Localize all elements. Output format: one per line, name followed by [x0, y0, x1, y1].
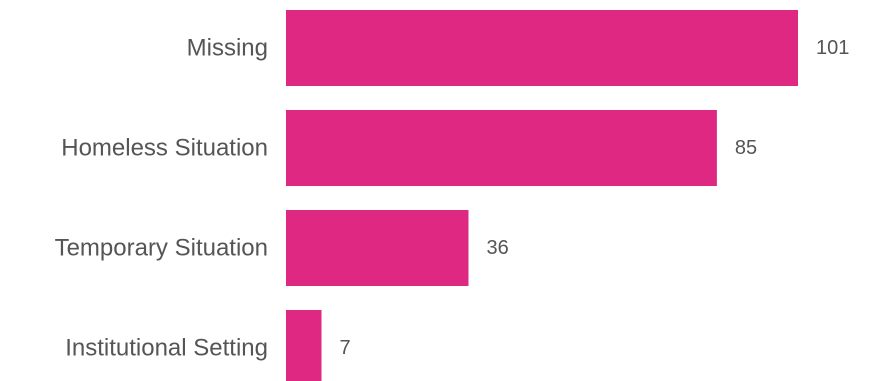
bar-missing: [286, 10, 798, 86]
bar-homeless-situation: [286, 110, 717, 186]
bar-institutional-setting: [286, 310, 322, 381]
category-label-temporary-situation: Temporary Situation: [55, 235, 268, 262]
value-label-missing: 101: [816, 37, 849, 59]
value-label-institutional-setting: 7: [339, 337, 350, 359]
category-label-missing: Missing: [187, 35, 268, 62]
bar-temporary-situation: [286, 210, 469, 286]
bars-group: [286, 10, 798, 381]
category-labels-group: Missing Homeless Situation Temporary Situa…: [55, 35, 268, 362]
value-labels-group: 101 85 36 7: [339, 37, 849, 359]
value-label-homeless-situation: 85: [735, 137, 757, 159]
value-label-temporary-situation: 36: [486, 237, 508, 259]
category-label-homeless-situation: Homeless Situation: [61, 135, 268, 162]
category-label-institutional-setting: Institutional Setting: [65, 335, 268, 362]
